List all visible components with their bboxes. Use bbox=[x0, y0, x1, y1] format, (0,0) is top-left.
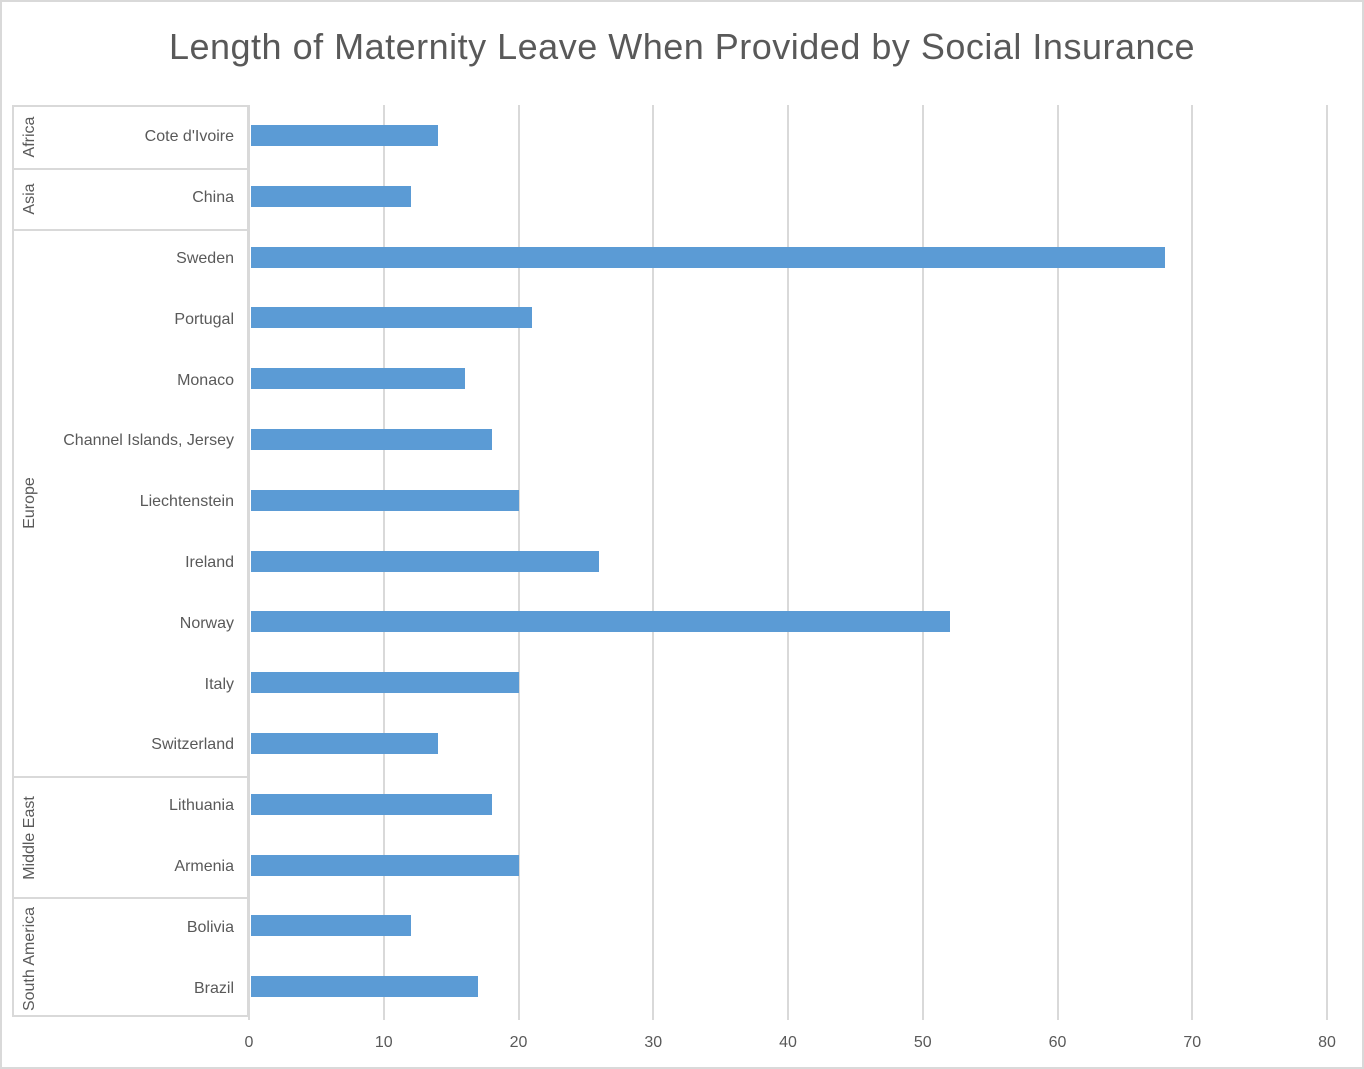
category-label-channel-islands-jersey: Channel Islands, Jersey bbox=[63, 432, 234, 450]
category-axis-label-box: Africa Cote d'Ivoire Asia China Europe Sweden… bbox=[12, 105, 249, 1017]
bar-channel-islands-jersey bbox=[251, 428, 492, 450]
category-label-sweden: Sweden bbox=[176, 249, 234, 267]
x-axis-tick-label: 50 bbox=[913, 1034, 932, 1051]
bar-norway bbox=[251, 611, 950, 633]
category-label-norway: Norway bbox=[179, 614, 234, 632]
category-label-china: China bbox=[192, 189, 234, 207]
category-label-bolivia: Bolivia bbox=[186, 918, 234, 936]
x-axis-tick-label: 0 bbox=[244, 1034, 254, 1051]
x-axis-tick-label: 40 bbox=[779, 1034, 797, 1051]
region-group-south-america: South America bbox=[14, 897, 247, 1019]
gridline-30 bbox=[652, 105, 655, 1020]
gridline-70 bbox=[1191, 105, 1194, 1020]
bar-sweden bbox=[251, 246, 1166, 268]
category-label-italy: Italy bbox=[204, 675, 234, 693]
bar-portugal bbox=[251, 307, 532, 329]
bar-brazil bbox=[251, 976, 479, 998]
category-label-switzerland: Switzerland bbox=[151, 736, 234, 754]
x-axis-tick-label: 20 bbox=[509, 1034, 528, 1051]
bar-lithuania bbox=[251, 793, 492, 815]
gridline-0 bbox=[248, 105, 250, 1020]
category-label-liechtenstein: Liechtenstein bbox=[139, 493, 234, 511]
plot-area bbox=[248, 105, 1328, 1020]
x-axis-tick-label: 60 bbox=[1048, 1034, 1067, 1051]
category-label-armenia: Armenia bbox=[174, 857, 234, 875]
category-label-cote-d-ivoire: Cote d'Ivoire bbox=[144, 128, 234, 146]
bar-cote-d-ivoire bbox=[251, 124, 438, 146]
bar-china bbox=[251, 185, 411, 207]
x-axis-tick-label: 30 bbox=[644, 1034, 663, 1051]
bar-monaco bbox=[251, 368, 465, 390]
region-group-asia: Asia bbox=[14, 167, 247, 229]
bar-bolivia bbox=[251, 915, 411, 937]
category-label-lithuania: Lithuania bbox=[169, 797, 234, 815]
bar-italy bbox=[251, 672, 519, 694]
bar-ireland bbox=[251, 550, 600, 572]
category-label-portugal: Portugal bbox=[174, 310, 234, 328]
x-axis-tick-label: 10 bbox=[374, 1034, 393, 1051]
category-label-brazil: Brazil bbox=[193, 979, 234, 997]
gridline-40 bbox=[787, 105, 789, 1020]
gridline-60 bbox=[1056, 105, 1059, 1020]
gridline-80 bbox=[1326, 105, 1328, 1020]
region-group-europe: Europe bbox=[14, 228, 247, 776]
x-axis-tick-label: 70 bbox=[1183, 1034, 1202, 1051]
bar-armenia bbox=[251, 854, 519, 876]
category-label-monaco: Monaco bbox=[177, 371, 234, 389]
chart-title: Length of Maternity Leave When Provided … bbox=[168, 26, 1196, 67]
x-axis-tick-label: 80 bbox=[1318, 1034, 1336, 1051]
gridline-50 bbox=[921, 105, 924, 1020]
bar-switzerland bbox=[251, 732, 438, 754]
bar-liechtenstein bbox=[251, 489, 519, 511]
region-group-middle-east: Middle East bbox=[14, 775, 247, 898]
category-label-ireland: Ireland bbox=[185, 553, 234, 571]
